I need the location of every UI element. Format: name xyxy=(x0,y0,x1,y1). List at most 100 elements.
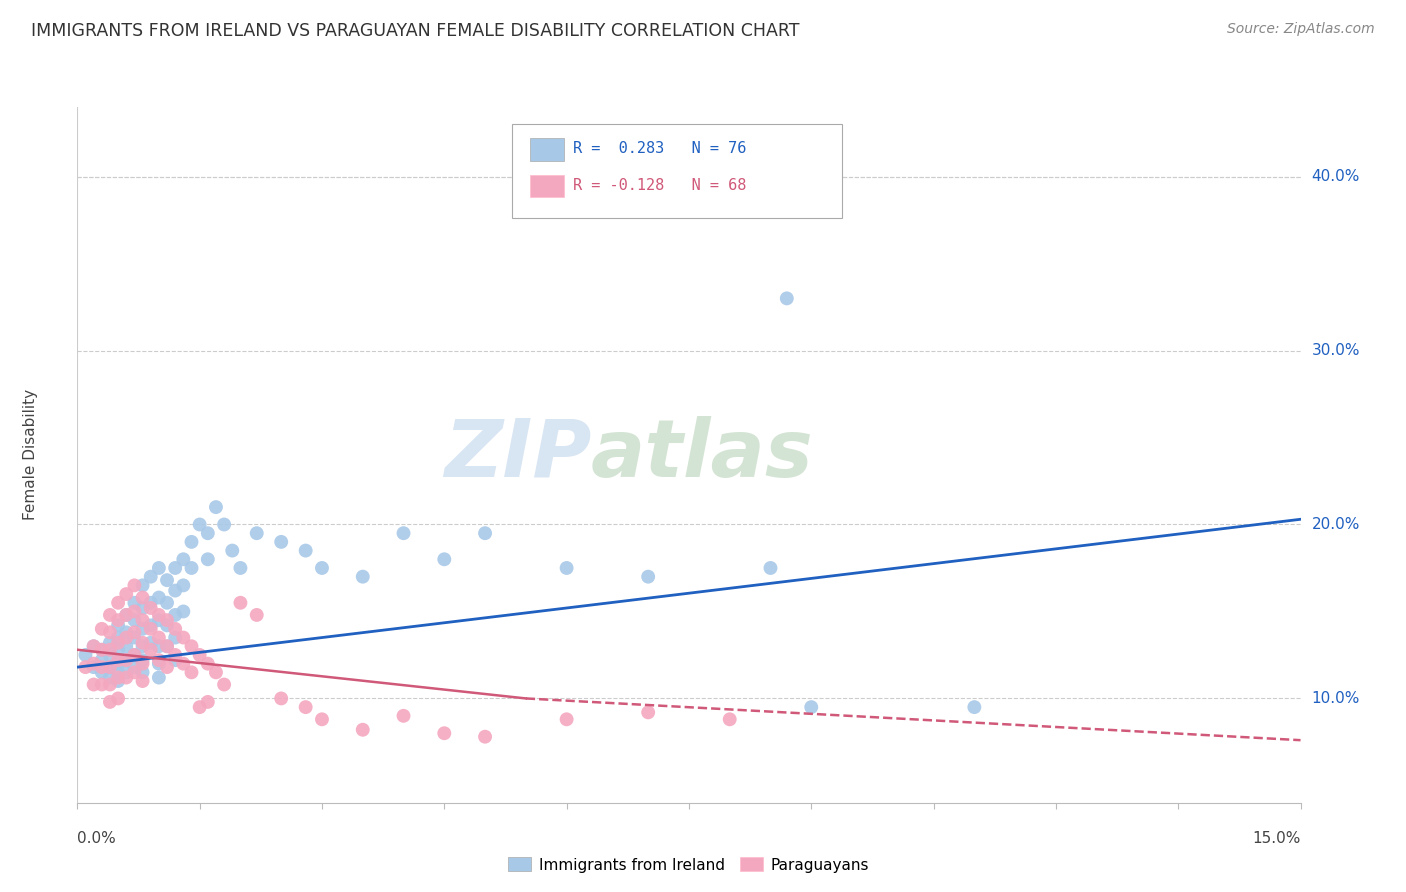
Point xyxy=(180,561,202,575)
Text: 20.0%: 20.0% xyxy=(1312,517,1360,532)
Point xyxy=(188,648,211,662)
Point xyxy=(83,639,105,653)
Text: ZIP: ZIP xyxy=(444,416,591,494)
Point xyxy=(172,552,194,566)
Point xyxy=(172,578,194,592)
Point xyxy=(107,671,129,685)
Text: atlas: atlas xyxy=(591,416,814,494)
Point xyxy=(156,639,179,653)
Point xyxy=(83,639,105,653)
Point xyxy=(90,665,112,680)
Point xyxy=(433,552,456,566)
Point xyxy=(131,639,153,653)
Point xyxy=(131,653,153,667)
FancyBboxPatch shape xyxy=(530,138,564,161)
Point xyxy=(139,636,162,650)
Point xyxy=(197,552,219,566)
Point xyxy=(115,631,138,645)
Text: 10.0%: 10.0% xyxy=(1312,691,1360,706)
Point xyxy=(124,648,146,662)
Point xyxy=(107,653,129,667)
Text: R = -0.128   N = 68: R = -0.128 N = 68 xyxy=(572,178,747,194)
Point xyxy=(124,605,146,619)
Text: 40.0%: 40.0% xyxy=(1312,169,1360,184)
Text: 0.0%: 0.0% xyxy=(77,830,117,846)
Point xyxy=(124,596,146,610)
Text: R =  0.283   N = 76: R = 0.283 N = 76 xyxy=(572,141,747,156)
Point xyxy=(131,665,153,680)
Point xyxy=(90,642,112,657)
Point xyxy=(205,500,228,514)
Point xyxy=(131,622,153,636)
Point xyxy=(156,618,179,632)
Point xyxy=(90,677,112,691)
Point xyxy=(148,591,170,605)
Point xyxy=(107,665,129,680)
Point xyxy=(246,607,269,622)
Point xyxy=(124,660,146,674)
Point xyxy=(124,625,146,640)
Point xyxy=(148,657,170,671)
Point xyxy=(148,613,170,627)
Point xyxy=(115,653,138,667)
Point xyxy=(90,653,112,667)
Point xyxy=(107,618,129,632)
Point xyxy=(180,534,202,549)
Point xyxy=(107,613,129,627)
Point xyxy=(131,601,153,615)
Point xyxy=(212,677,235,691)
Point xyxy=(115,607,138,622)
Point xyxy=(197,695,219,709)
Point xyxy=(352,570,374,584)
Point xyxy=(165,622,187,636)
Point xyxy=(205,665,228,680)
Point xyxy=(294,700,316,714)
Point xyxy=(98,642,121,657)
Point xyxy=(800,700,823,714)
Point xyxy=(139,570,162,584)
Point xyxy=(124,578,146,592)
Point xyxy=(311,561,333,575)
Point xyxy=(115,671,138,685)
Point xyxy=(98,695,121,709)
Point xyxy=(294,543,316,558)
Point xyxy=(83,660,105,674)
Point xyxy=(98,677,121,691)
Point xyxy=(107,636,129,650)
Point xyxy=(148,671,170,685)
Point xyxy=(165,631,187,645)
Point xyxy=(131,578,153,592)
Point xyxy=(156,639,179,653)
Text: IMMIGRANTS FROM IRELAND VS PARAGUAYAN FEMALE DISABILITY CORRELATION CHART: IMMIGRANTS FROM IRELAND VS PARAGUAYAN FE… xyxy=(31,22,800,40)
FancyBboxPatch shape xyxy=(530,175,564,197)
FancyBboxPatch shape xyxy=(512,124,842,219)
Point xyxy=(124,613,146,627)
Point xyxy=(759,561,782,575)
Point xyxy=(156,613,179,627)
Point xyxy=(188,517,211,532)
Point xyxy=(98,660,121,674)
Point xyxy=(115,653,138,667)
Point xyxy=(148,631,170,645)
Point xyxy=(963,700,986,714)
Point xyxy=(172,605,194,619)
Point xyxy=(139,601,162,615)
Point xyxy=(131,674,153,689)
Point xyxy=(392,526,415,541)
Point xyxy=(637,570,659,584)
Point xyxy=(637,706,659,720)
Point xyxy=(180,639,202,653)
Point xyxy=(180,665,202,680)
Point xyxy=(107,642,129,657)
Point xyxy=(83,677,105,691)
Point xyxy=(188,700,211,714)
Point xyxy=(229,561,252,575)
Point xyxy=(433,726,456,740)
Point xyxy=(246,526,269,541)
Point xyxy=(107,631,129,645)
Point xyxy=(229,596,252,610)
Point xyxy=(172,657,194,671)
Point xyxy=(392,708,415,723)
Point xyxy=(131,613,153,627)
Point xyxy=(197,526,219,541)
